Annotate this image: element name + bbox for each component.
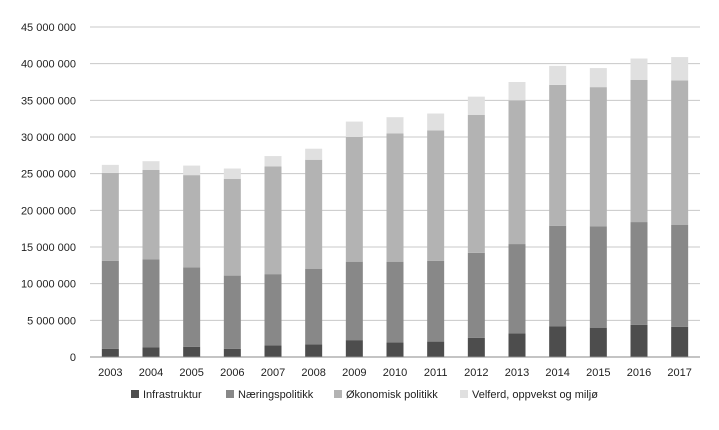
bar-segment [183,175,201,268]
bar-segment [305,159,323,269]
bars [101,57,689,357]
bar-segment [589,226,607,328]
bar-segment [386,342,404,357]
bar-segment [142,170,160,260]
bar-segment [264,166,282,275]
y-tick-label: 30 000 000 [21,132,76,144]
x-tick-label: 2007 [261,367,285,379]
bar-segment [427,130,445,261]
bar-segment [467,337,485,357]
bar-segment [671,80,689,226]
bar-segment [630,79,648,223]
x-tick-label: 2016 [627,367,651,379]
bar-segment [305,344,323,357]
bar-segment [345,137,363,262]
bar-segment [386,117,404,134]
x-tick-label: 2006 [220,367,244,379]
x-tick-label: 2009 [342,367,366,379]
y-tick-label: 40 000 000 [21,59,76,71]
bar-segment [467,252,485,338]
bar-segment [630,58,648,80]
legend-label: Infrastruktur [143,389,202,401]
bar-segment [142,161,160,170]
bar-segment [101,260,119,349]
bar-segment [549,225,567,327]
bar-segment [508,100,526,245]
bar-segment [630,324,648,357]
bar-segment [508,244,526,334]
x-tick-label: 2014 [545,367,569,379]
y-tick-label: 20 000 000 [21,205,76,217]
bar-segment [223,348,241,357]
legend: Infrastruktur Næringspolitikk Økonomisk po… [131,389,598,401]
bar-segment [508,82,526,101]
axes: 0 5 000 000 10 000 000 15 000 000 20 000 000… [21,22,700,379]
x-tick-label: 2017 [667,367,691,379]
bar-segment [101,164,119,173]
bar-segment [264,345,282,357]
bar-segment [142,347,160,357]
x-tick-label: 2013 [505,367,529,379]
bar-segment [671,326,689,357]
y-tick-label: 10 000 000 [21,279,76,291]
legend-label: Velferd, oppvekst og miljø [472,389,598,401]
x-tick-label: 2010 [383,367,407,379]
legend-swatch [226,390,234,398]
bar-segment [671,57,689,81]
bar-segment [549,65,567,85]
bar-segment [264,156,282,167]
legend-swatch [460,390,468,398]
y-tick-label: 25 000 000 [21,169,76,181]
legend-label: Næringspolitikk [238,389,314,401]
bar-segment [223,178,241,276]
legend-swatch [334,390,342,398]
x-tick-label: 2005 [179,367,203,379]
bar-segment [305,148,323,160]
x-tick-label: 2012 [464,367,488,379]
bar-segment [223,168,241,179]
bar-segment [101,172,119,261]
bar-segment [345,261,363,341]
y-tick-label: 15 000 000 [21,242,76,254]
bar-segment [508,333,526,357]
x-tick-label: 2004 [139,367,163,379]
legend-swatch [131,390,139,398]
x-tick-label: 2003 [98,367,122,379]
bar-segment [183,165,201,176]
bar-segment [386,133,404,262]
bar-segment [264,274,282,346]
bar-segment [467,96,485,115]
bar-segment [549,84,567,226]
bar-segment [223,275,241,349]
legend-label: Økonomisk politikk [346,389,438,401]
bar-segment [549,326,567,357]
bar-segment [101,348,119,357]
bar-segment [183,267,201,347]
x-tick-label: 2015 [586,367,610,379]
bar-segment [345,121,363,137]
bar-segment [467,115,485,253]
bar-segment [427,260,445,342]
bar-segment [427,341,445,357]
bar-segment [589,87,607,227]
y-tick-label: 45 000 000 [21,22,76,34]
bar-segment [386,261,404,343]
y-tick-label: 0 [70,352,76,364]
bar-segment [183,346,201,357]
x-tick-label: 2011 [424,367,448,379]
bar-segment [427,113,445,131]
x-tick-label: 2008 [301,367,325,379]
bar-segment [305,269,323,345]
y-tick-label: 5 000 000 [27,315,76,327]
bar-segment [671,225,689,327]
bar-segment [142,259,160,348]
bar-segment [589,327,607,357]
bar-segment [589,68,607,88]
bar-segment [630,222,648,325]
bar-segment [345,340,363,357]
y-tick-label: 35 000 000 [21,95,76,107]
